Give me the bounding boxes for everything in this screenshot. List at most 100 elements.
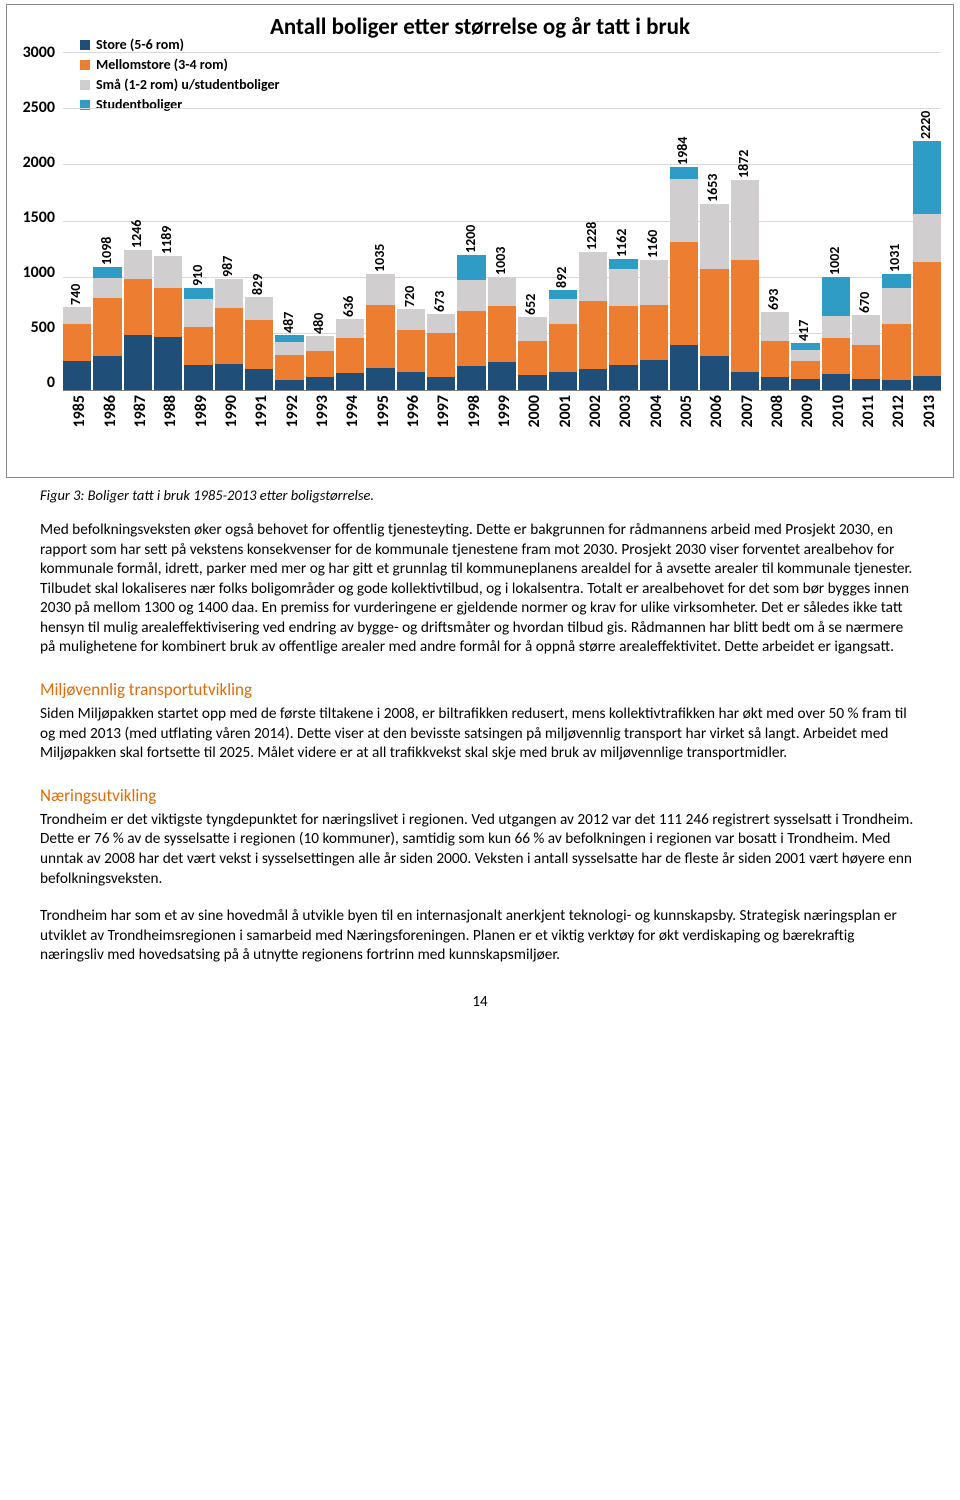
legend-label: Store (5-6 rom) (96, 36, 184, 53)
x-tick: 1993 (306, 391, 334, 475)
bar-stack: 1002 (822, 277, 850, 390)
y-tick-label: 0 (15, 375, 55, 391)
y-tick-label: 3000 (15, 45, 55, 61)
chart-body: 300025002000150010005000 740109812461189… (9, 45, 951, 475)
bar-segment-store (518, 375, 546, 390)
bar-stack: 740 (63, 307, 91, 390)
bar-segment-mellom (731, 260, 759, 372)
bar-segment-sma (124, 250, 152, 279)
bar-total-label: 673 (431, 291, 448, 312)
bar-segment-mellom (761, 341, 789, 377)
x-tick: 1989 (184, 391, 212, 475)
bar-segment-mellom (549, 324, 577, 372)
bar-stack: 1003 (488, 277, 516, 390)
x-tick: 2001 (549, 391, 577, 475)
bar-segment-sma (518, 317, 546, 341)
plot-area: 7401098124611899109878294874806361035720… (63, 53, 941, 475)
bar-segment-student (275, 335, 303, 342)
bar-segment-mellom (184, 327, 212, 365)
x-tick-label: 1998 (465, 395, 484, 427)
bar-slot: 892 (549, 53, 577, 390)
bar-total-label: 1098 (98, 236, 115, 264)
bar-total-label: 1872 (735, 149, 752, 177)
x-tick: 2007 (731, 391, 759, 475)
x-tick-label: 1993 (313, 395, 332, 427)
x-tick: 1996 (397, 391, 425, 475)
x-tick-label: 2003 (616, 395, 635, 427)
bar-slot: 480 (306, 53, 334, 390)
bar-segment-student (93, 267, 121, 278)
bar-segment-store (609, 365, 637, 390)
bar-segment-sma (549, 299, 577, 324)
x-tick-label: 1992 (283, 395, 302, 427)
bar-segment-mellom (488, 306, 516, 362)
bar-total-label: 1984 (674, 137, 691, 165)
x-tick: 1999 (488, 391, 516, 475)
y-tick-label: 1500 (15, 210, 55, 226)
paragraph-1: Med befolkningsveksten øker også behovet… (40, 520, 920, 657)
bar-stack: 1189 (154, 256, 182, 390)
page-number: 14 (0, 993, 960, 1011)
bar-segment-mellom (366, 305, 394, 368)
x-tick-label: 2009 (798, 395, 817, 427)
heading-business: Næringsutvikling (40, 785, 920, 806)
bar-segment-sma (579, 252, 607, 301)
bar-segment-mellom (154, 288, 182, 337)
y-tick-label: 1000 (15, 265, 55, 281)
bar-segment-store (761, 377, 789, 390)
x-tick: 1986 (93, 391, 121, 475)
bar-segment-mellom (670, 242, 698, 345)
bar-segment-student (882, 274, 910, 288)
bar-total-label: 487 (280, 312, 297, 333)
x-tick-label: 2013 (920, 395, 939, 427)
bar-segment-mellom (852, 345, 880, 379)
x-tick: 2003 (609, 391, 637, 475)
bar-stack: 1160 (640, 260, 668, 390)
x-tick-label: 2005 (677, 395, 696, 427)
heading-transport: Miljøvennlig transportutvikling (40, 679, 920, 700)
bar-segment-store (700, 356, 728, 390)
bar-segment-sma (154, 256, 182, 287)
bar-segment-sma (457, 280, 485, 311)
bar-segment-mellom (93, 298, 121, 356)
x-tick: 1990 (215, 391, 243, 475)
x-tick: 2004 (640, 391, 668, 475)
bar-stack: 1228 (579, 252, 607, 390)
y-tick-label: 2500 (15, 100, 55, 116)
x-tick-label: 2004 (647, 395, 666, 427)
bar-total-label: 693 (765, 289, 782, 310)
bar-segment-store (913, 376, 941, 389)
x-tick: 1992 (275, 391, 303, 475)
legend-swatch (80, 40, 90, 50)
bar-segment-sma (761, 312, 789, 340)
x-tick: 2013 (913, 391, 941, 475)
bar-segment-sma (245, 297, 273, 320)
bar-segment-student (184, 288, 212, 299)
bar-stack: 1872 (731, 180, 759, 390)
bar-segment-store (579, 369, 607, 390)
bar-total-label: 740 (67, 284, 84, 305)
bar-segment-mellom (336, 338, 364, 373)
bar-slot: 417 (791, 53, 819, 390)
bar-segment-store (336, 373, 364, 390)
bar-slot: 1200 (457, 53, 485, 390)
bar-segment-sma (488, 277, 516, 305)
bar-segment-mellom (63, 324, 91, 361)
bar-slot: 829 (245, 53, 273, 390)
bar-slot: 673 (427, 53, 455, 390)
bar-segment-sma (609, 269, 637, 306)
bar-slot: 740 (63, 53, 91, 390)
bar-segment-mellom (700, 269, 728, 357)
x-tick-label: 2012 (889, 395, 908, 427)
bar-segment-sma (306, 336, 334, 351)
bar-segment-student (457, 255, 485, 280)
bar-total-label: 636 (340, 295, 357, 316)
bar-slot: 1653 (700, 53, 728, 390)
bar-segment-mellom (457, 311, 485, 366)
bar-segment-sma (852, 315, 880, 345)
bar-segment-store (184, 365, 212, 390)
x-tick-label: 2011 (859, 395, 878, 427)
bar-stack: 1098 (93, 267, 121, 390)
bar-segment-mellom (215, 308, 243, 364)
bar-segment-sma (670, 179, 698, 242)
